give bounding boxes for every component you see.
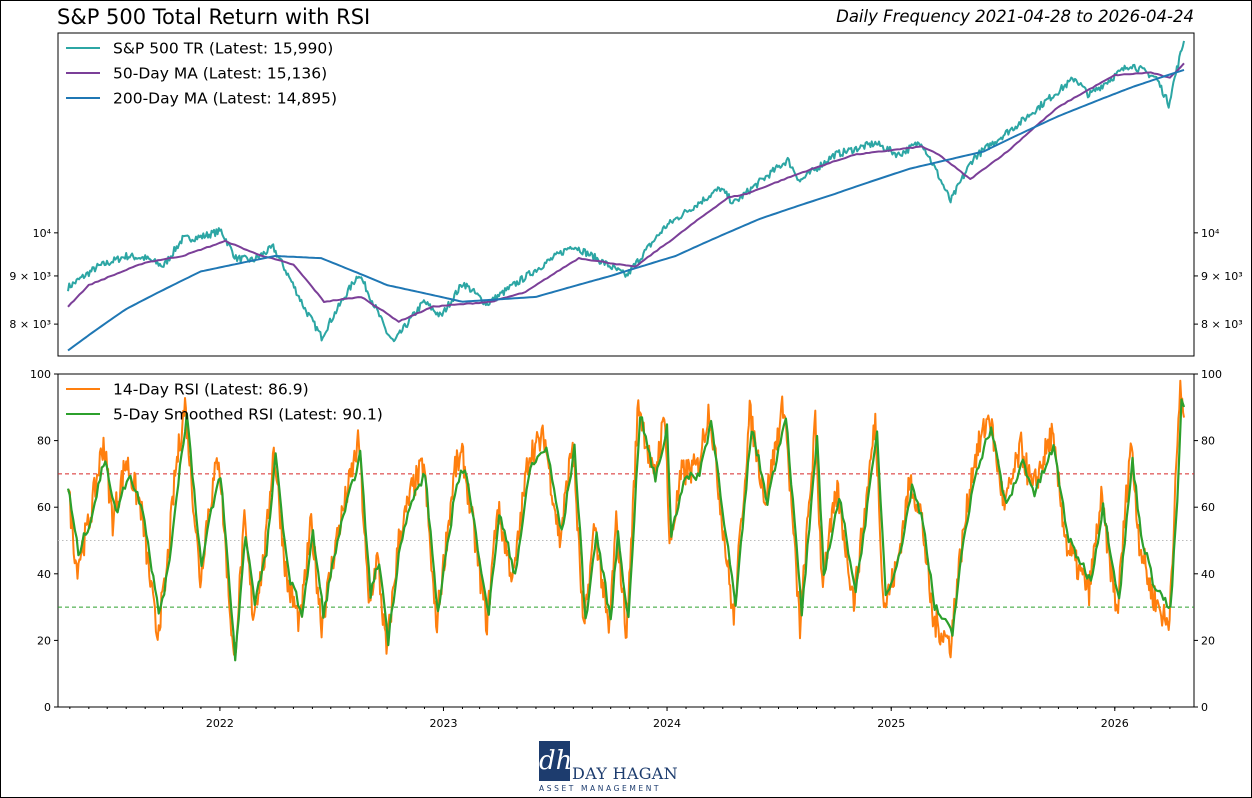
rsi-ytick-label-left: 40 <box>37 568 51 581</box>
price-panel: 8 × 10³ 8 × 10³ 9 × 10³ 9 × 10³ 10⁴ 10⁴ S&P 50… <box>9 32 1243 357</box>
logo-name: DAY HAGAN <box>572 764 678 783</box>
chart-svg: 8 × 10³ 8 × 10³ 9 × 10³ 9 × 10³ 10⁴ 10⁴ S&P 50… <box>9 32 1243 730</box>
rsi-xtick-label: 2022 <box>206 717 234 730</box>
price-ytick-label-right: 9 × 10³ <box>1201 270 1243 283</box>
legend-label-ma200: 200-Day MA (Latest: 14,895) <box>113 90 337 108</box>
price-ytick-label-left: 8 × 10³ <box>9 318 51 331</box>
legend-label-rsi_smooth: 5-Day Smoothed RSI (Latest: 90.1) <box>113 406 383 424</box>
logo-mark: dh <box>539 741 572 781</box>
rsi-ytick-label-right: 100 <box>1201 368 1222 381</box>
price-ytick-label-left: 9 × 10³ <box>9 270 51 283</box>
logo-tagline: ASSET MANAGEMENT <box>539 784 662 793</box>
series-line-rsi_smooth <box>66 398 1186 662</box>
rsi-ytick-label-left: 0 <box>44 701 51 714</box>
rsi-ytick-label-right: 60 <box>1201 501 1215 514</box>
chart-title: S&P 500 Total Return with RSI <box>57 5 371 29</box>
rsi-ytick-label-left: 60 <box>37 501 51 514</box>
legend-label-ma50: 50-Day MA (Latest: 15,136) <box>113 65 327 83</box>
price-plot-area <box>57 32 1195 357</box>
rsi-ytick-label-right: 80 <box>1201 435 1215 448</box>
series-line-ma200 <box>67 68 1185 352</box>
rsi-ytick-label-right: 40 <box>1201 568 1215 581</box>
price-ytick-label-right: 10⁴ <box>1201 227 1220 240</box>
rsi-xtick-label: 2025 <box>877 717 905 730</box>
rsi-ytick-label-right: 0 <box>1201 701 1208 714</box>
rsi-xtick-label: 2023 <box>429 717 457 730</box>
rsi-ytick-label-left: 20 <box>37 634 51 647</box>
rsi-xtick-label: 2026 <box>1101 717 1129 730</box>
rsi-ytick-label-left: 100 <box>30 368 51 381</box>
price-ytick-label-left: 10⁴ <box>33 227 52 240</box>
series-line-ma50 <box>67 62 1185 323</box>
day-hagan-logo: dh DAY HAGAN ASSET MANAGEMENT <box>539 741 681 793</box>
chart-subtitle: Daily Frequency 2021-04-28 to 2026-04-24 <box>836 7 1194 26</box>
rsi-panel: 0 0 20 20 40 40 60 60 80 80 100 100 2022 2023 2024 2025… <box>30 368 1222 730</box>
rsi-ytick-label-right: 20 <box>1201 634 1215 647</box>
rsi-xtick-label: 2024 <box>653 717 681 730</box>
legend-label-rsi: 14-Day RSI (Latest: 86.9) <box>113 381 309 399</box>
rsi-ytick-label-left: 80 <box>37 435 51 448</box>
price-ytick-label-right: 8 × 10³ <box>1201 318 1243 331</box>
legend-label-price: S&P 500 TR (Latest: 15,990) <box>113 40 333 58</box>
